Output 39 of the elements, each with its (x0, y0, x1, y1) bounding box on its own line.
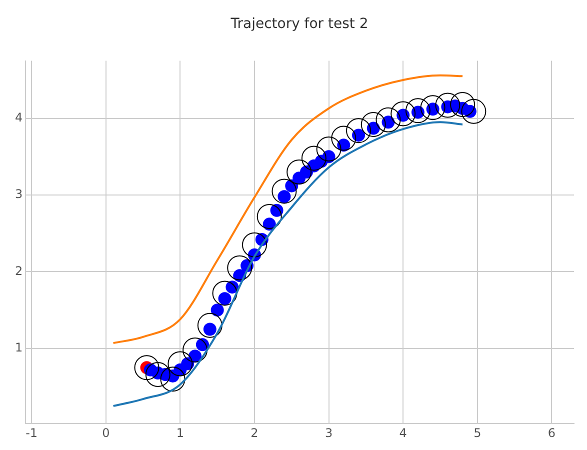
point (272, 178, 297, 204)
point (145, 362, 170, 388)
point (360, 112, 386, 137)
y-tick-label: 1 (14, 340, 23, 355)
point (168, 351, 193, 376)
point (405, 98, 430, 124)
line-series (112, 74, 464, 344)
point (210, 304, 224, 317)
chart-title: Trajectory for test 2 (230, 16, 368, 32)
point (242, 232, 267, 258)
x-tick-label: -1 (26, 426, 38, 440)
point (346, 118, 372, 144)
x-tick-label: 5 (474, 426, 482, 440)
x-tick-label: 4 (399, 426, 407, 440)
point (301, 146, 326, 171)
point (227, 255, 252, 280)
y-tick-label: 3 (14, 187, 23, 202)
point (286, 160, 312, 185)
x-tick-label: 0 (102, 426, 110, 440)
point (331, 126, 356, 151)
x-tick-label: 3 (324, 426, 333, 440)
point (420, 95, 446, 120)
x-tick-label: 6 (548, 426, 556, 440)
y-tick-label: 4 (14, 110, 23, 124)
point (160, 366, 186, 392)
point (435, 92, 460, 118)
x-tick-label: 2 (250, 426, 258, 440)
point (182, 337, 208, 362)
point (461, 98, 486, 124)
x-tick-label: 1 (176, 426, 184, 440)
point (390, 101, 416, 126)
point (450, 92, 476, 118)
point (134, 355, 160, 380)
point (316, 136, 342, 162)
y-tick-label: 2 (14, 264, 23, 278)
point (256, 204, 282, 230)
point (376, 107, 401, 132)
point (197, 312, 222, 338)
point (212, 280, 238, 306)
